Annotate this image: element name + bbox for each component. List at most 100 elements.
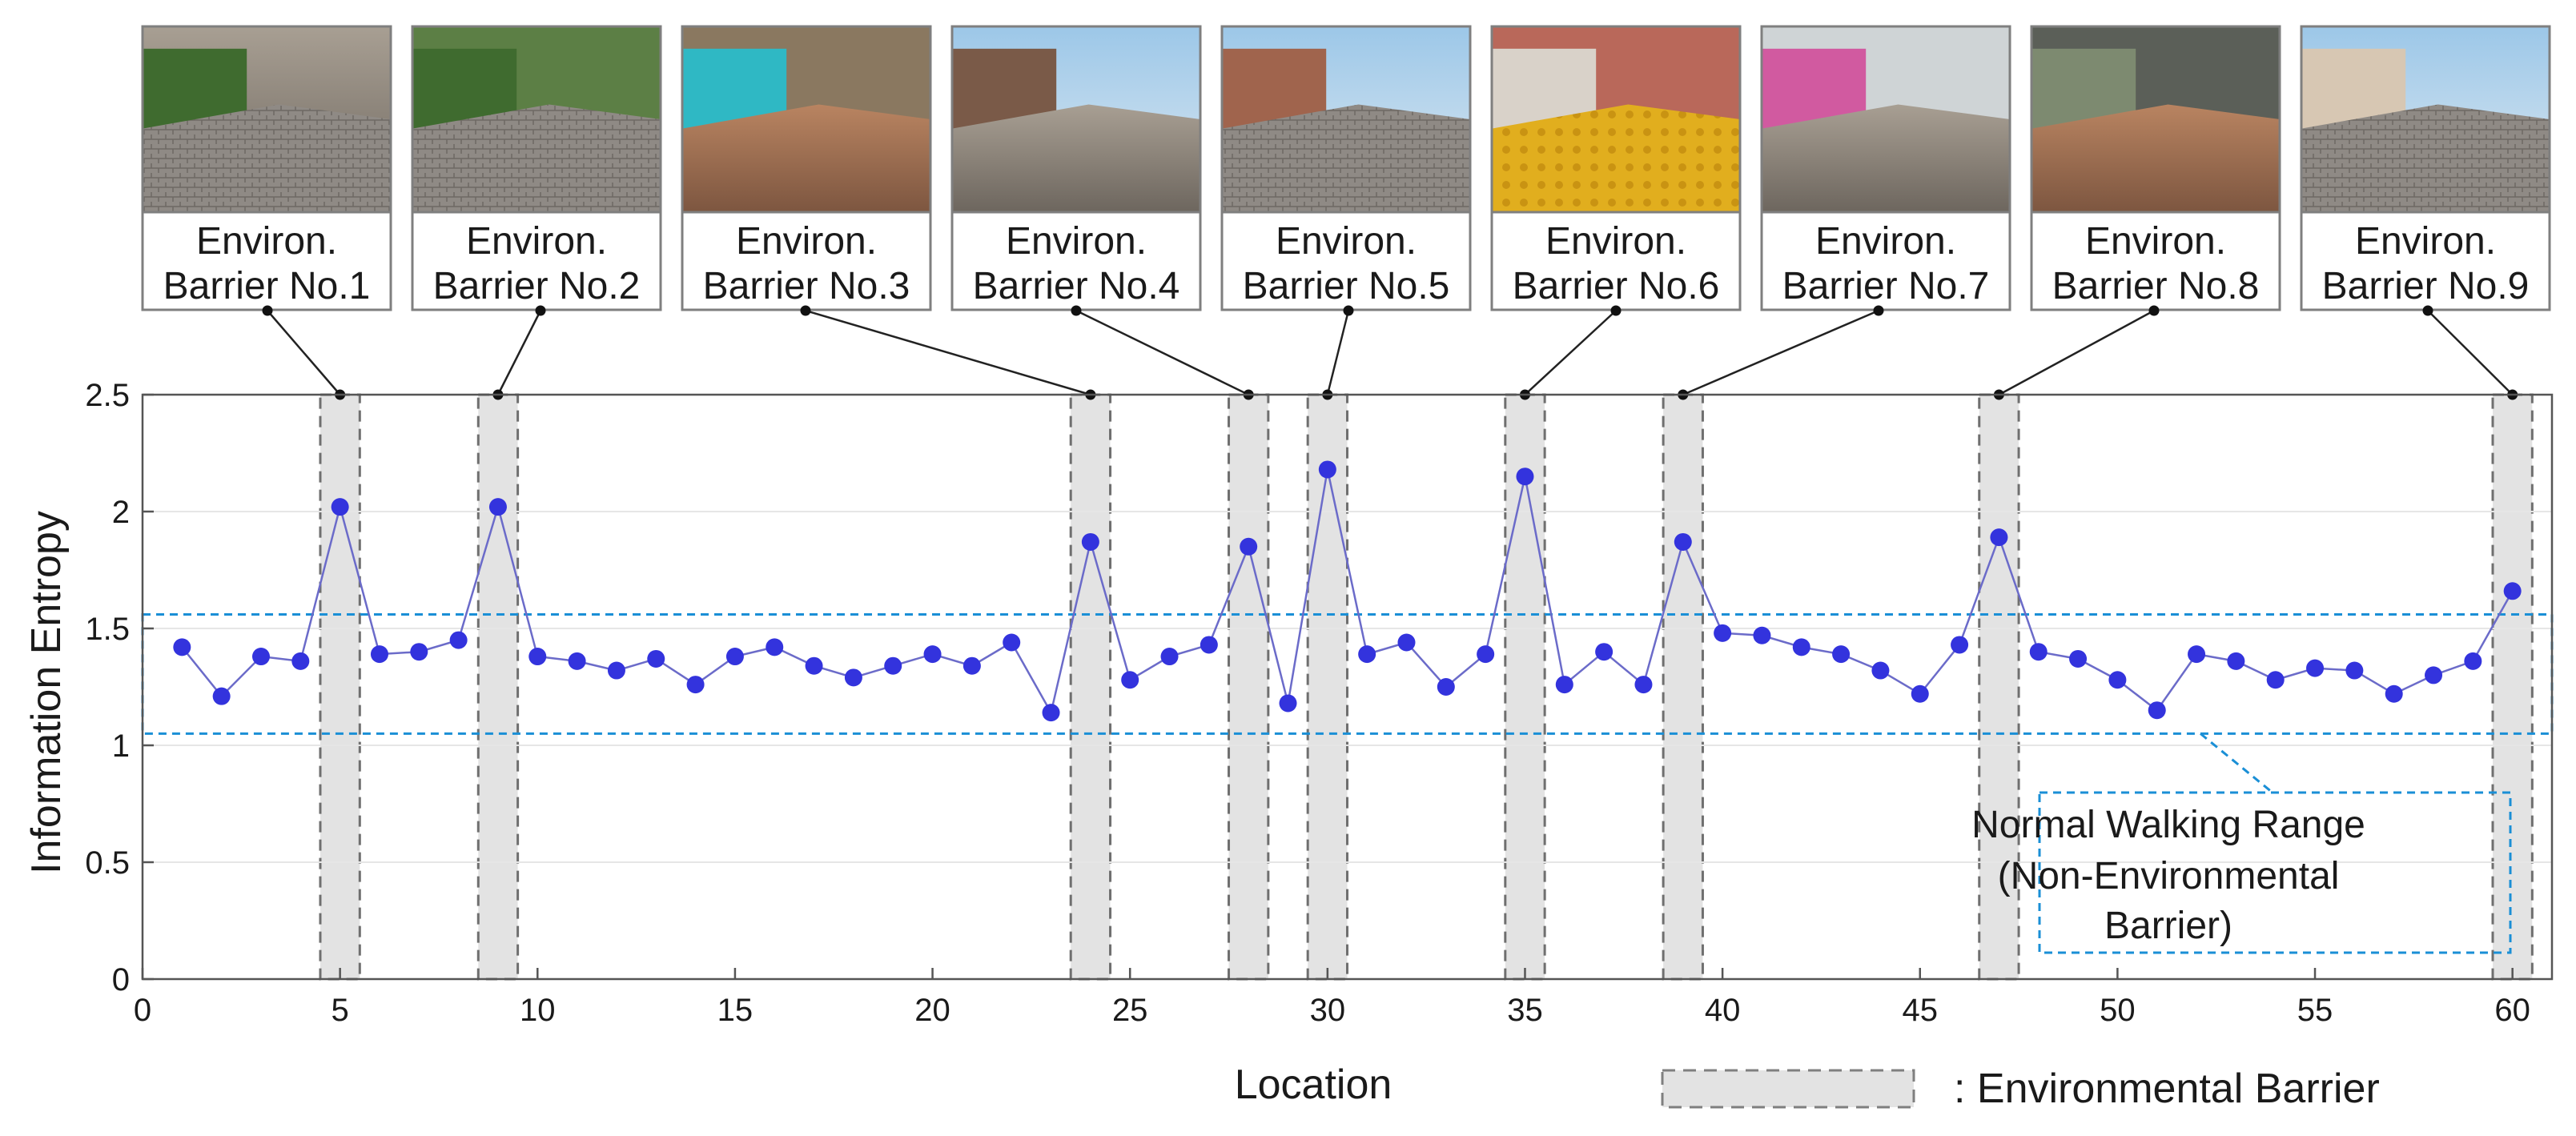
normal-range-label-box: [2038, 791, 2512, 954]
legend-barrier-label: : Environmental Barrier: [1954, 1066, 2380, 1112]
data-point-14: [686, 676, 705, 694]
connector-dot-top-5: [1343, 305, 1354, 316]
barrier-band-1: [319, 393, 361, 981]
data-point-43: [1832, 645, 1851, 664]
x-tick-label-15: 15: [717, 993, 754, 1028]
photo-ground-2: [412, 104, 661, 212]
data-point-18: [844, 668, 862, 687]
data-point-23: [1042, 704, 1060, 722]
data-point-17: [805, 656, 823, 675]
barrier-band-9: [2491, 393, 2534, 981]
connector-line-2: [496, 310, 542, 395]
data-point-29: [1279, 694, 1297, 713]
connector-dot-top-8: [2148, 305, 2160, 316]
data-point-27: [1200, 636, 1218, 654]
data-point-37: [1595, 643, 1614, 661]
data-point-54: [2266, 671, 2285, 689]
barrier-label-5: Environ.Barrier No.5: [1220, 211, 1472, 311]
data-point-60: [2503, 582, 2522, 600]
barrier-label-line2-9: Barrier No.9: [2322, 265, 2530, 307]
axes: 0 5 10 15 20 25 30 35 40 45 50 55 60 0 0.5 1 1.5 2 2.5: [85, 378, 2554, 1028]
connector-line-7: [1682, 309, 1879, 396]
data-point-34: [1477, 645, 1495, 664]
barrier-label-line2-1: Barrier No.1: [163, 265, 371, 307]
barrier-photo-3: [681, 25, 932, 214]
y-tick-label-2: 1: [112, 729, 130, 764]
barrier-photo-4: [950, 25, 1202, 214]
data-point-30: [1318, 460, 1336, 479]
data-point-25: [1121, 671, 1139, 689]
barrier-label-box-4: [950, 211, 1202, 311]
data-point-16: [766, 638, 784, 656]
barrier-photo-7: [1760, 25, 2011, 214]
data-point-11: [568, 652, 586, 670]
barrier-band-3: [1069, 393, 1112, 981]
data-point-8: [449, 631, 468, 649]
y-tick-label-4: 2: [112, 495, 130, 530]
x-tick-label-25: 25: [1112, 993, 1148, 1028]
y-tick-label-1: 0.5: [85, 845, 130, 881]
x-tick-label-30: 30: [1310, 993, 1346, 1028]
data-point-40: [1714, 624, 1732, 642]
barrier-label-box-5: [1220, 211, 1472, 311]
data-point-22: [1003, 633, 1021, 652]
connector-dot-top-3: [800, 305, 811, 316]
data-point-42: [1792, 638, 1810, 656]
data-point-51: [2148, 701, 2166, 720]
data-point-20: [923, 645, 942, 664]
data-point-57: [2385, 684, 2403, 703]
connector-dot-top-4: [1071, 305, 1082, 316]
x-tick-label-10: 10: [520, 993, 556, 1028]
barrier-band-5: [1306, 393, 1348, 981]
connector-dot-top-9: [2422, 305, 2433, 316]
data-point-31: [1358, 645, 1376, 664]
normal-range-label-line-1: Normal Walking Range: [1971, 804, 2365, 846]
data-point-6: [370, 645, 388, 664]
normal-walking-range-label: Normal Walking Range (Non-Environmental …: [1971, 804, 2365, 947]
y-tick-label-5: 2.5: [85, 378, 130, 413]
data-point-56: [2345, 661, 2364, 680]
photo-ground-8: [2031, 104, 2280, 212]
photo-ground-5: [1222, 104, 1470, 212]
data-point-9: [488, 498, 507, 516]
data-point-24: [1081, 532, 1099, 551]
barrier-band-8: [1978, 393, 2020, 981]
data-point-47: [1990, 528, 2008, 547]
y-tick-label-3: 1.5: [85, 612, 130, 647]
barrier-label-7: Environ.Barrier No.7: [1760, 211, 2011, 311]
legend-barrier-swatch: [1661, 1069, 1915, 1109]
x-tick-label-20: 20: [914, 993, 950, 1028]
data-point-49: [2069, 649, 2088, 668]
data-point-48: [2029, 643, 2048, 661]
connector-line-6: [1524, 310, 1617, 395]
data-point-33: [1437, 678, 1455, 696]
barrier-label-8: Environ.Barrier No.8: [2030, 211, 2281, 311]
barrier-label-line2-2: Barrier No.2: [433, 265, 641, 307]
barrier-label-line2-3: Barrier No.3: [703, 265, 910, 307]
barrier-band-2: [476, 393, 520, 981]
legend: : Environmental Barrier: [1661, 1066, 2380, 1112]
grid-lines: [143, 511, 2552, 863]
barrier-label-box-7: [1760, 211, 2011, 311]
data-point-26: [1160, 648, 1179, 666]
connector-line-1: [267, 310, 341, 395]
barrier-label-line1-5: Environ.: [1276, 220, 1417, 263]
x-tick-label-40: 40: [1705, 993, 1741, 1028]
barrier-band-7: [1662, 393, 1704, 981]
photo-ground-1: [143, 104, 391, 212]
x-axis-title: Location: [1235, 1062, 1392, 1108]
normal-range-label-line-3: Barrier): [2104, 905, 2232, 947]
data-point-13: [647, 649, 665, 668]
connector-dot-top-2: [535, 305, 546, 316]
barrier-label-line2-7: Barrier No.7: [1782, 265, 1990, 307]
data-point-52: [2188, 645, 2206, 664]
data-point-39: [1674, 532, 1692, 551]
photo-ground-3: [682, 104, 930, 212]
barrier-label-line1-9: Environ.: [2355, 220, 2496, 263]
data-point-12: [607, 661, 625, 680]
barrier-label-box-3: [681, 211, 932, 311]
photo-label-row: Environ. Barrier No.1 Environ. Barrier No.2…: [141, 211, 2551, 311]
normal-range-label-line-2: (Non-Environmental: [1998, 855, 2340, 897]
barrier-label-line2-6: Barrier No.6: [1513, 265, 1720, 307]
